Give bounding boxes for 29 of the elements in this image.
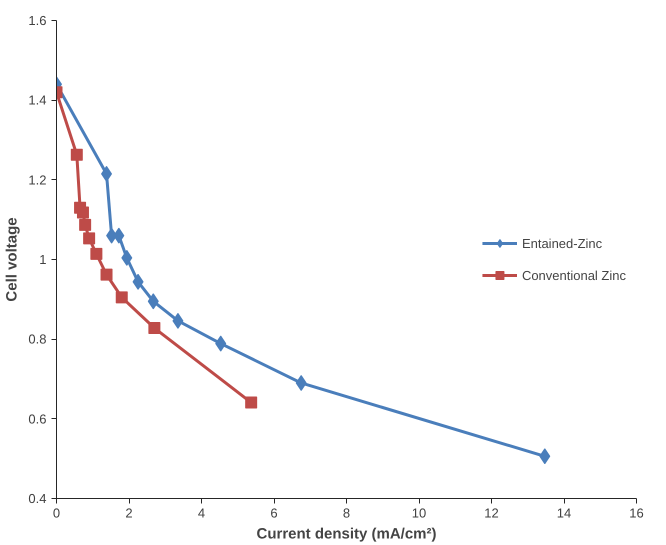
x-tick-label: 2 bbox=[125, 506, 133, 520]
y-tick-label: 1.4 bbox=[28, 92, 47, 108]
x-axis-title: Current density (mA/cm²) bbox=[256, 526, 437, 542]
legend-label: Conventional Zinc bbox=[522, 268, 626, 282]
point bbox=[70, 148, 83, 161]
point bbox=[79, 218, 92, 231]
x-tick-label: 14 bbox=[556, 506, 572, 520]
point bbox=[76, 206, 89, 218]
y-tick-label: 0.8 bbox=[28, 332, 47, 347]
point bbox=[116, 291, 128, 304]
x-tick-label: 6 bbox=[270, 506, 278, 520]
x-tick-label: 8 bbox=[342, 506, 350, 520]
y-tick-label: 1.2 bbox=[28, 172, 47, 188]
y-axis-title: Cell voltage bbox=[3, 217, 20, 302]
y-tick-label: 0.4 bbox=[28, 491, 47, 506]
point bbox=[90, 248, 102, 260]
legend-label: Entained-Zinc bbox=[522, 236, 602, 250]
point bbox=[83, 232, 96, 244]
point bbox=[148, 322, 160, 334]
y-tick-label: 1 bbox=[39, 252, 47, 267]
x-tick-label: 12 bbox=[484, 506, 499, 520]
point bbox=[100, 268, 113, 281]
x-tick-label: 4 bbox=[198, 506, 206, 520]
y-tick-label: 1.6 bbox=[28, 13, 47, 28]
point bbox=[245, 396, 258, 408]
y-tick-label: 0.6 bbox=[28, 411, 47, 426]
x-tick-label: 16 bbox=[629, 506, 644, 520]
x-tick-label: 0 bbox=[52, 506, 60, 520]
x-tick-label: 10 bbox=[412, 506, 426, 520]
